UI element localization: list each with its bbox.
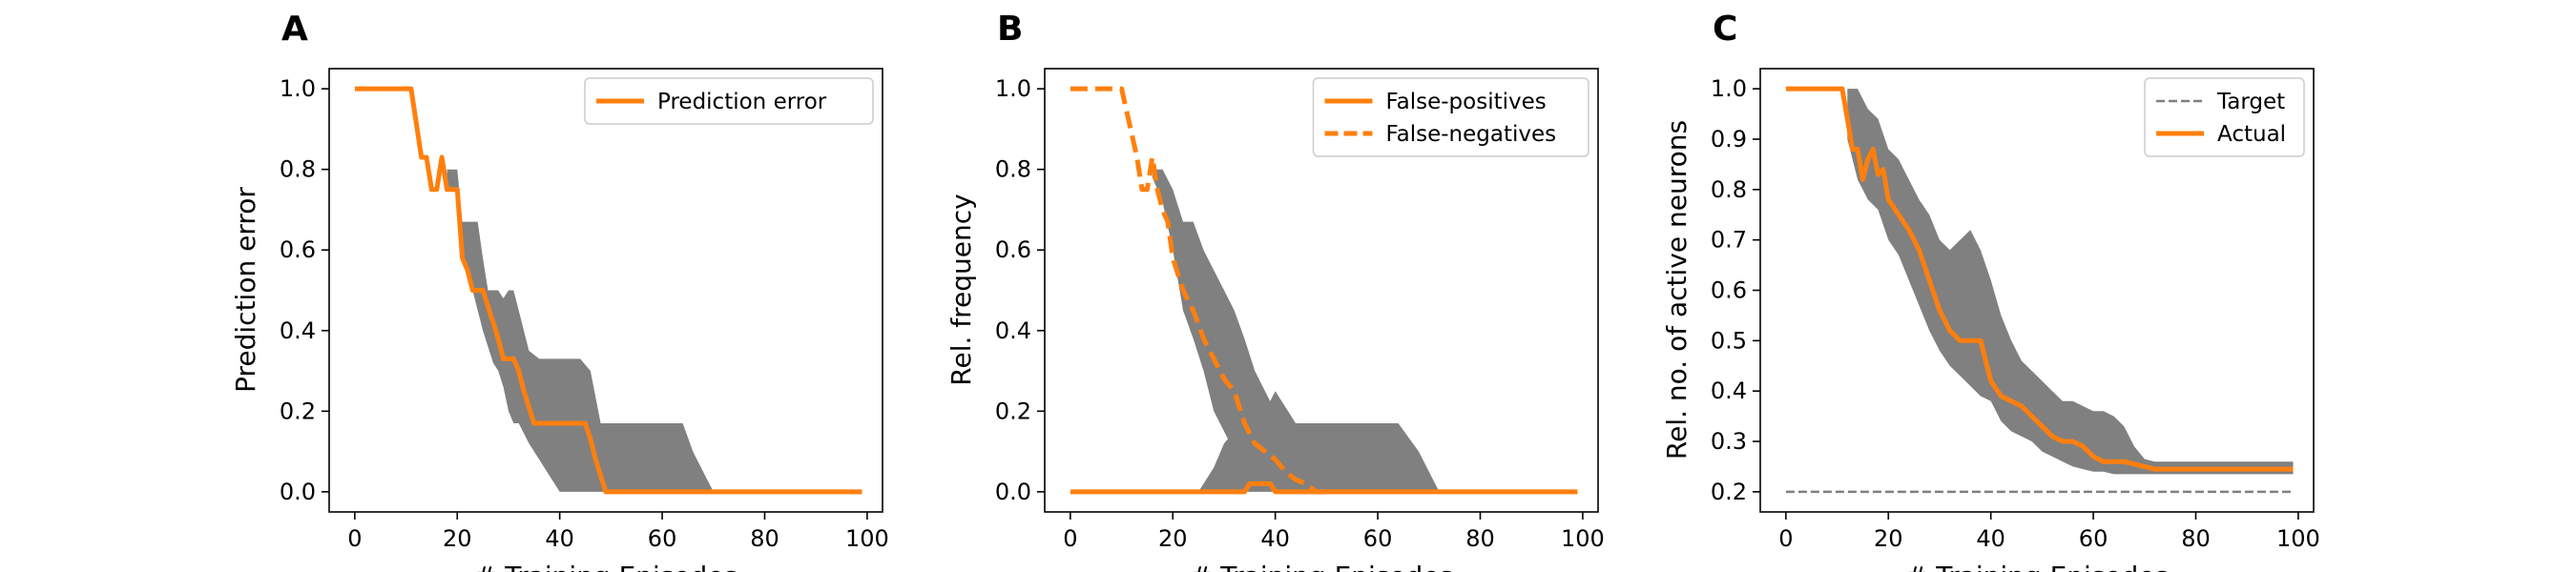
series-line-false-negatives-b — [1070, 86, 1327, 495]
x-tick-label-c: 100 — [2276, 525, 2320, 552]
y-tick-label-a: 0.8 — [280, 156, 316, 183]
y-tick-label-b: 0.8 — [995, 156, 1031, 183]
y-tick-label-c: 1.0 — [1711, 75, 1747, 102]
y-tick-label-b: 1.0 — [995, 75, 1031, 102]
y-tick-label-b: 0.4 — [995, 317, 1031, 344]
legend-label-prediction-error-a: Prediction error — [657, 90, 827, 114]
y-tick-label-c: 0.2 — [1711, 479, 1747, 505]
axes-frame-a — [328, 68, 883, 513]
y-tick-label-c: 0.3 — [1711, 428, 1747, 455]
y-tick-label-c: 0.5 — [1711, 327, 1747, 354]
x-axis-label-b: # Training Episodes — [1190, 561, 1453, 572]
y-axis-label-a: Prediction error — [230, 187, 261, 393]
legend-label-false-negatives-b: False-negatives — [1386, 122, 1557, 147]
x-tick-label-b: 100 — [1561, 525, 1605, 552]
series-line-false-positives-b — [1070, 480, 1578, 495]
y-tick-label-a: 0.2 — [280, 398, 316, 424]
band-false-negatives-b — [1152, 169, 1297, 492]
y-tick-label-c: 0.7 — [1711, 227, 1747, 254]
panel-c: C 0 20 40 60 80 100 0.2 0.3 0.4 0.5 0.6 0.7 0.8 0.9 1.… — [1661, 10, 2320, 572]
axes-frame-b — [1044, 68, 1599, 513]
series-line-prediction-error-a — [354, 86, 862, 495]
band-actual-c — [1847, 89, 2294, 475]
legend-label-false-positives-b: False-positives — [1386, 90, 1547, 114]
panel-letter-a: A — [281, 10, 308, 49]
panel-letter-b: B — [997, 10, 1023, 49]
y-tick-label-a: 0.4 — [280, 317, 316, 344]
y-tick-label-c: 0.4 — [1711, 378, 1747, 404]
x-tick-label-c: 20 — [1874, 525, 1903, 552]
panel-letter-c: C — [1713, 10, 1737, 49]
y-tick-label-c: 0.6 — [1711, 277, 1747, 304]
legend-box-a — [584, 77, 874, 125]
x-tick-label-c: 40 — [1976, 525, 2005, 552]
x-axis-label-c: # Training Episodes — [1905, 561, 2169, 572]
legend-box-b — [1312, 77, 1589, 157]
x-tick-label-a: 20 — [443, 525, 472, 552]
x-tick-label-b: 0 — [1063, 525, 1077, 552]
x-tick-label-c: 0 — [1778, 525, 1793, 552]
legend-a: Prediction error — [584, 77, 874, 125]
x-tick-label-a: 40 — [545, 525, 574, 552]
y-tick-label-a: 1.0 — [280, 75, 316, 102]
y-tick-label-c: 0.8 — [1711, 176, 1747, 203]
legend-label-actual-c: Actual — [2217, 122, 2286, 147]
x-tick-label-a: 0 — [347, 525, 362, 552]
panel-a: A 0 20 40 60 80 100 0.0 0.2 0.4 0.6 0.8 1.0 Predicti… — [230, 10, 889, 572]
x-tick-label-b: 40 — [1260, 525, 1290, 552]
band-prediction-error-a — [447, 169, 724, 492]
series-line-actual-c — [1785, 86, 2294, 472]
x-tick-label-c: 60 — [2079, 525, 2109, 552]
y-tick-label-b: 0.0 — [995, 479, 1031, 505]
y-axis-label-c: Rel. no. of active neurons — [1661, 120, 1693, 460]
plot-area-b: 0 20 40 60 80 100 0.0 0.2 0.4 0.6 0.8 1.0 False-posi… — [995, 68, 1605, 552]
x-tick-label-a: 80 — [750, 525, 779, 552]
y-tick-label-b: 0.6 — [995, 236, 1031, 263]
y-tick-label-a: 0.6 — [280, 236, 316, 263]
legend-box-c — [2144, 77, 2305, 157]
legend-c: Target Actual — [2144, 77, 2305, 157]
y-tick-label-a: 0.0 — [280, 479, 316, 505]
legend-label-target-c: Target — [2216, 90, 2285, 114]
x-tick-label-a: 60 — [648, 525, 677, 552]
x-tick-label-b: 80 — [1465, 525, 1495, 552]
x-tick-label-b: 60 — [1363, 525, 1393, 552]
y-tick-label-b: 0.2 — [995, 398, 1031, 424]
x-tick-label-b: 20 — [1158, 525, 1188, 552]
plot-area-c: 0 20 40 60 80 100 0.2 0.3 0.4 0.5 0.6 0.7 0.8 0.9 1.0 T… — [1711, 68, 2320, 552]
y-axis-label-b: Rel. frequency — [945, 194, 977, 385]
y-tick-label-c: 0.9 — [1711, 126, 1747, 153]
x-tick-label-c: 80 — [2181, 525, 2211, 552]
legend-b: False-positives False-negatives — [1312, 77, 1589, 157]
plot-area-a: 0 20 40 60 80 100 0.0 0.2 0.4 0.6 0.8 1.0 Prediction… — [280, 68, 889, 552]
x-axis-label-a: # Training Episodes — [474, 561, 737, 572]
panel-b: B 0 20 40 60 80 100 0.0 0.2 0.4 0.6 0.8 1.0 False-po… — [945, 10, 1605, 572]
x-tick-label-a: 100 — [845, 525, 889, 552]
